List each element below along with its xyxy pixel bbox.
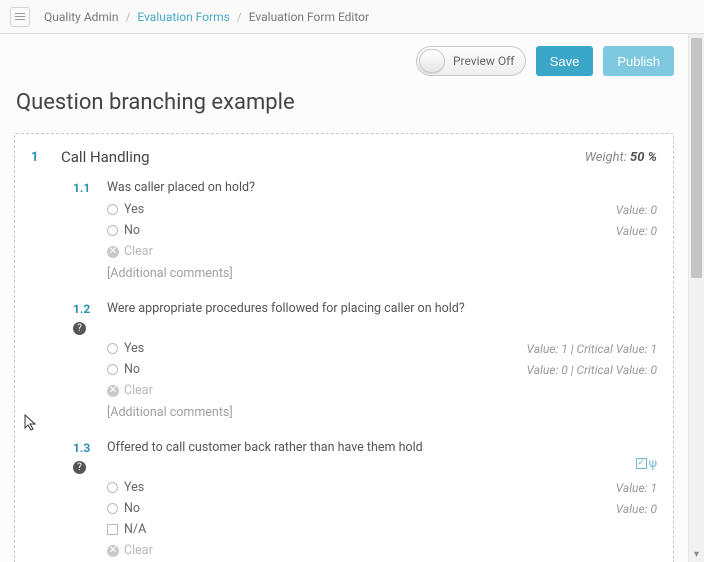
checkmark-icon: ✓ xyxy=(636,458,647,469)
section-header: 1 Call Handling Weight: 50 % xyxy=(31,148,657,166)
toggle-knob xyxy=(419,49,445,73)
radio-input[interactable] xyxy=(107,364,118,375)
publish-button[interactable]: Publish xyxy=(603,46,674,76)
answer-label: Yes xyxy=(124,480,144,495)
radio-input[interactable] xyxy=(107,225,118,236)
breadcrumb-leaf: Evaluation Form Editor xyxy=(249,10,369,24)
answer-row: No Value: 0 xyxy=(107,498,657,519)
section-number: 1 xyxy=(31,150,61,165)
help-icon[interactable]: ? xyxy=(73,461,86,474)
answer-row: Yes Value: 0 xyxy=(107,199,657,220)
additional-comments[interactable]: [Additional comments] xyxy=(107,262,657,281)
answer-row: N/A xyxy=(107,519,657,540)
answer-value: Value: 1 xyxy=(616,481,657,495)
scrollbar-thumb[interactable] xyxy=(691,38,702,278)
answer-row: Yes Value: 1 | Critical Value: 1 xyxy=(107,338,657,359)
answer-row: Yes Value: 1 xyxy=(107,477,657,498)
topbar: Quality Admin / Evaluation Forms / Evalu… xyxy=(0,0,704,34)
answer-value: Value: 0 xyxy=(616,224,657,238)
answer-label: No xyxy=(124,223,140,238)
question-number: 1.3 xyxy=(73,440,107,561)
answer-value: Value: 0 | Critical Value: 0 xyxy=(527,363,657,377)
clear-icon: ✕ xyxy=(107,246,119,258)
answer-row: No Value: 0 xyxy=(107,220,657,241)
clear-label: Clear xyxy=(124,543,153,558)
clear-icon: ✕ xyxy=(107,385,119,397)
question-number: 1.2 xyxy=(73,301,107,420)
answer-value: Value: 1 | Critical Value: 1 xyxy=(527,342,657,356)
question-text: Was caller placed on hold? xyxy=(107,180,657,195)
radio-input[interactable] xyxy=(107,343,118,354)
clear-icon: ✕ xyxy=(107,545,119,557)
clear-button[interactable]: ✕ Clear xyxy=(107,380,657,401)
section-weight: Weight: 50 % xyxy=(585,150,657,165)
preview-toggle[interactable]: Preview Off xyxy=(416,46,526,76)
section-title: Call Handling xyxy=(61,148,585,166)
answer-label: N/A xyxy=(124,522,146,537)
answer-value: Value: 0 xyxy=(616,203,657,217)
clear-button[interactable]: ✕ Clear xyxy=(107,540,657,561)
breadcrumb-root: Quality Admin xyxy=(44,10,118,24)
question-number: 1.1 xyxy=(73,180,107,281)
clear-label: Clear xyxy=(124,383,153,398)
question-body: Offered to call customer back rather tha… xyxy=(107,440,657,561)
scrollbar[interactable]: ▾ xyxy=(688,34,704,562)
answer-label: Yes xyxy=(124,202,144,217)
branch-flag[interactable]: ✓ψ xyxy=(636,456,657,470)
question-list: 1.1Was caller placed on hold? Yes Value: 0… xyxy=(31,180,657,561)
answer-row: No Value: 0 | Critical Value: 0 xyxy=(107,359,657,380)
scrollbar-down-icon[interactable]: ▾ xyxy=(689,549,704,560)
save-button[interactable]: Save xyxy=(536,46,594,76)
breadcrumb: Quality Admin / Evaluation Forms / Evalu… xyxy=(44,10,369,24)
radio-input[interactable] xyxy=(107,503,118,514)
clear-button[interactable]: ✕ Clear xyxy=(107,241,657,262)
clear-label: Clear xyxy=(124,244,153,259)
radio-input[interactable] xyxy=(107,204,118,215)
question-text: Offered to call customer back rather tha… xyxy=(107,440,657,455)
answer-label: No xyxy=(124,362,140,377)
radio-input[interactable] xyxy=(107,482,118,493)
menu-icon[interactable] xyxy=(10,7,30,27)
answer-label: Yes xyxy=(124,341,144,356)
checkbox-input[interactable] xyxy=(107,524,118,535)
content: Preview Off Save Publish Question branch… xyxy=(0,34,688,562)
additional-comments[interactable]: [Additional comments] xyxy=(107,401,657,420)
question-text: Were appropriate procedures followed for… xyxy=(107,301,657,316)
answer-value: Value: 0 xyxy=(616,502,657,516)
question: 1.2Were appropriate procedures followed … xyxy=(31,301,657,420)
action-bar: Preview Off Save Publish xyxy=(14,46,674,76)
section: 1 Call Handling Weight: 50 % 1.1Was call… xyxy=(14,133,674,562)
branch-symbol: ψ xyxy=(649,456,657,470)
question: 1.3Offered to call customer back rather … xyxy=(31,440,657,561)
toggle-label: Preview Off xyxy=(445,54,523,68)
question-body: Was caller placed on hold? Yes Value: 0 No V… xyxy=(107,180,657,281)
question-body: Were appropriate procedures followed for… xyxy=(107,301,657,420)
breadcrumb-link-forms[interactable]: Evaluation Forms xyxy=(137,10,229,24)
page-title: Question branching example xyxy=(16,90,674,115)
answer-label: No xyxy=(124,501,140,516)
help-icon[interactable]: ? xyxy=(73,322,86,335)
question: 1.1Was caller placed on hold? Yes Value: 0… xyxy=(31,180,657,281)
